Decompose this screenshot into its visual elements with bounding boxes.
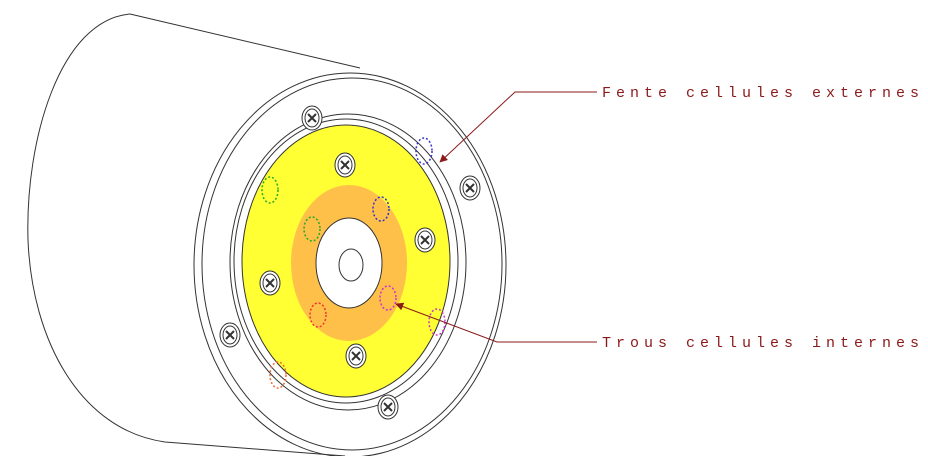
- front-step: [229, 113, 467, 411]
- front-rim: [193, 72, 507, 456]
- screw: [345, 343, 367, 369]
- hole-blue: [372, 196, 390, 222]
- hole-magenta: [379, 285, 397, 311]
- hole-green: [303, 216, 321, 242]
- center-hole: [338, 248, 364, 282]
- screw: [301, 105, 323, 131]
- screw: [259, 270, 281, 296]
- label-outer: Fente cellules externes: [602, 85, 924, 102]
- cylinder-back: [27, 13, 346, 456]
- front-rim-inner: [201, 77, 503, 451]
- cell-holes: [261, 137, 446, 389]
- leader-inner: [395, 302, 597, 343]
- cylinder: [27, 13, 507, 456]
- slot-green: [261, 176, 279, 204]
- screw: [219, 322, 241, 348]
- screw: [334, 152, 356, 178]
- label-inner: Trous cellules internes: [602, 335, 924, 352]
- front-step-inner: [233, 118, 459, 404]
- hole-red: [309, 302, 327, 328]
- screw: [459, 175, 481, 201]
- cylinder-top-edge: [129, 13, 361, 69]
- slot-blue: [415, 137, 433, 165]
- leader-outer: [439, 91, 597, 163]
- screw: [414, 227, 436, 253]
- screw: [377, 394, 399, 420]
- slot-red: [269, 361, 287, 389]
